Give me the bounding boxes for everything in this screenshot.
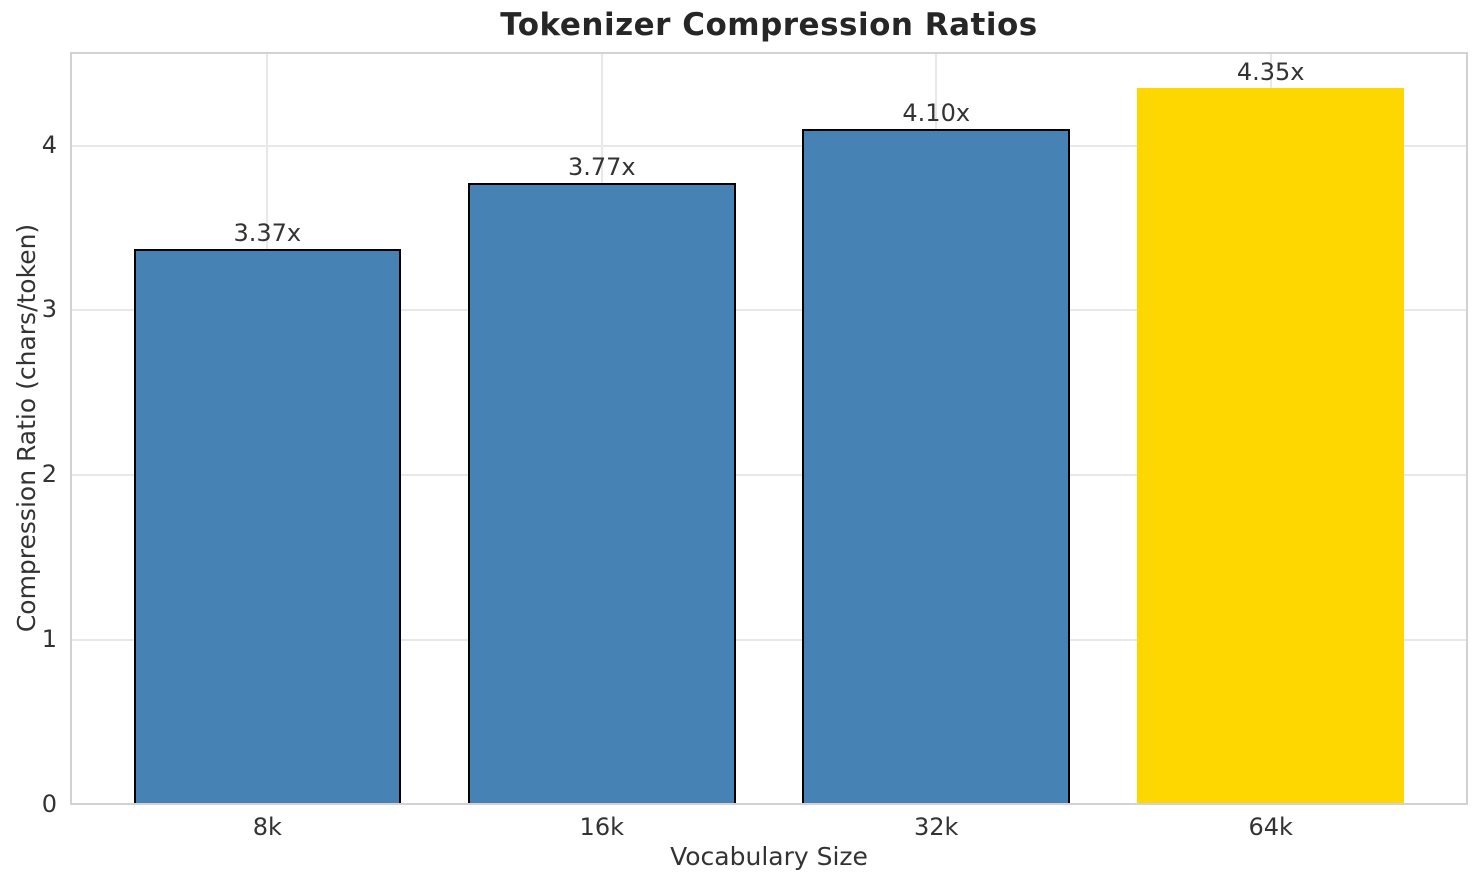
horizontal-gridline (72, 144, 1466, 147)
y-tick-label: 0 (41, 790, 57, 818)
x-tick-label: 16k (579, 813, 624, 841)
horizontal-gridline (72, 639, 1466, 642)
bar (802, 129, 1070, 803)
bar-value-label: 3.77x (567, 153, 636, 182)
bar-value-label: 3.37x (233, 219, 302, 248)
x-tick-label: 32k (914, 813, 959, 841)
x-tick-label: 64k (1248, 813, 1293, 841)
x-tick-label: 8k (252, 813, 282, 841)
y-tick-label: 3 (41, 295, 57, 324)
y-tick-label: 4 (41, 130, 57, 159)
bar (1136, 87, 1405, 803)
chart-title: Tokenizer Compression Ratios (500, 7, 1038, 43)
bar (467, 183, 736, 803)
x-axis-label: Vocabulary Size (670, 842, 868, 871)
horizontal-gridline (72, 474, 1466, 477)
bar-value-label: 4.10x (902, 99, 971, 128)
horizontal-gridline (72, 309, 1466, 312)
bar (133, 249, 402, 803)
y-tick-label: 2 (41, 460, 57, 489)
y-axis-label: Compression Ratio (chars/token) (12, 223, 41, 633)
y-tick-label: 1 (41, 625, 57, 654)
bar-value-label: 4.35x (1236, 57, 1305, 86)
